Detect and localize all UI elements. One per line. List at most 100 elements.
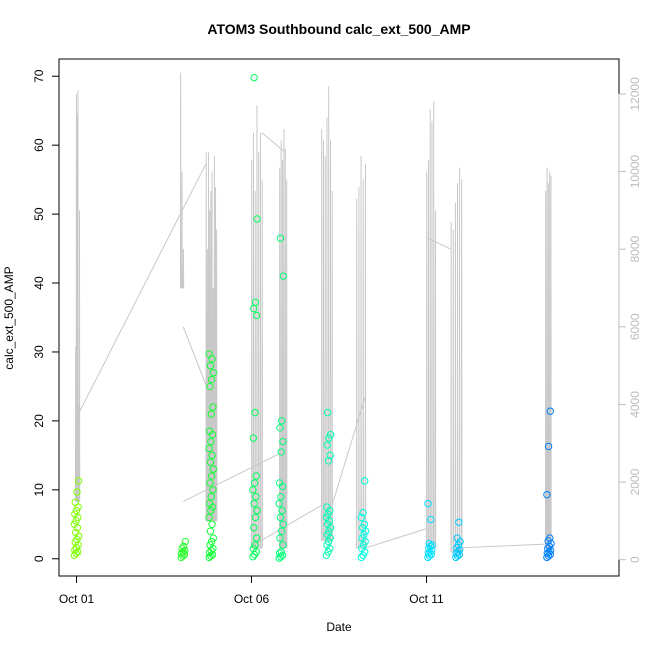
data-point-112 xyxy=(325,527,333,535)
data-point-85 xyxy=(277,553,285,561)
data-point-169 xyxy=(544,544,552,553)
y2-tick-label-1: 2000 xyxy=(628,468,642,495)
data-point-24 xyxy=(179,548,187,556)
y-tick-label-0: 0 xyxy=(32,555,46,562)
data-point-123 xyxy=(325,434,333,442)
data-point-19 xyxy=(74,477,83,485)
line-spike-group-5 xyxy=(321,86,333,541)
line-connector-2 xyxy=(183,450,285,502)
data-point-161 xyxy=(453,534,461,542)
data-point-59 xyxy=(209,368,218,377)
data-point-117 xyxy=(324,510,332,518)
data-point-73 xyxy=(252,493,260,501)
data-point-101 xyxy=(276,424,284,432)
data-point-156 xyxy=(454,548,462,556)
data-point-45 xyxy=(209,486,217,494)
line-spike-group-1 xyxy=(179,72,185,289)
data-point-167 xyxy=(545,548,553,556)
data-point-176 xyxy=(546,407,554,415)
data-point-136 xyxy=(360,520,369,528)
data-point-74 xyxy=(249,486,257,494)
data-point-130 xyxy=(359,541,368,549)
data-point-100 xyxy=(279,437,287,446)
data-point-35 xyxy=(206,541,214,549)
data-point-26 xyxy=(178,544,186,553)
y-tick-label-4: 40 xyxy=(32,276,46,290)
y2-tick-label-2: 4000 xyxy=(628,391,642,418)
data-point-125 xyxy=(323,408,332,417)
data-point-81 xyxy=(251,298,260,307)
data-point-54 xyxy=(205,427,214,435)
data-point-151 xyxy=(424,499,432,508)
line-connector-0 xyxy=(78,163,207,413)
data-point-14 xyxy=(71,510,79,518)
x-tick-label-0: Oct 01 xyxy=(59,592,95,606)
line-spike-group-7 xyxy=(426,101,437,549)
data-point-174 xyxy=(543,490,551,499)
data-point-133 xyxy=(360,530,368,539)
line-spike-group-3 xyxy=(251,105,263,549)
data-point-126 xyxy=(357,553,366,562)
data-point-33 xyxy=(207,546,215,555)
data-point-79 xyxy=(252,311,261,320)
y2-tick-label-6: 12000 xyxy=(628,77,642,111)
data-point-12 xyxy=(72,517,80,525)
data-point-7 xyxy=(73,535,81,544)
y-tick-label-6: 60 xyxy=(32,138,46,152)
line-spike-group-6 xyxy=(356,156,367,549)
y2-tick-label-0: 0 xyxy=(628,556,642,563)
data-point-72 xyxy=(250,499,258,508)
data-point-75 xyxy=(250,479,259,487)
data-point-127 xyxy=(359,551,367,560)
data-point-77 xyxy=(249,434,258,442)
data-point-103 xyxy=(279,272,288,280)
y-axis-left: 0 10 20 30 40 50 60 70 xyxy=(32,69,60,562)
data-point-48 xyxy=(209,465,218,473)
data-point-102 xyxy=(277,417,286,425)
data-point-68 xyxy=(252,534,261,542)
y2-tick-label-3: 6000 xyxy=(628,313,642,340)
data-point-122 xyxy=(323,441,331,449)
data-point-49 xyxy=(206,458,215,466)
data-point-55 xyxy=(207,410,215,418)
data-point-92 xyxy=(279,520,288,528)
data-point-11 xyxy=(70,520,79,528)
x-tick-label-2: Oct 11 xyxy=(409,592,444,606)
data-point-27 xyxy=(179,542,188,551)
data-point-43 xyxy=(205,499,214,508)
data-point-114 xyxy=(323,520,332,528)
data-point-94 xyxy=(278,506,286,515)
y-tick-label-3: 30 xyxy=(32,345,46,359)
data-point-40 xyxy=(205,513,213,522)
data-point-18 xyxy=(73,488,81,496)
data-point-135 xyxy=(358,524,367,532)
data-point-132 xyxy=(358,534,366,542)
data-point-66 xyxy=(249,544,258,553)
data-point-46 xyxy=(206,479,214,487)
data-point-41 xyxy=(207,506,215,515)
data-point-88 xyxy=(277,548,285,556)
data-point-52 xyxy=(207,437,215,446)
data-point-159 xyxy=(454,541,463,549)
chart-title: ATOM3 Southbound calc_ext_500_AMP xyxy=(207,21,470,37)
line-connector-3 xyxy=(261,132,286,153)
line-connector-1 xyxy=(182,326,207,386)
line-connector-7 xyxy=(426,237,452,250)
data-point-106 xyxy=(324,548,332,556)
line-connector-5 xyxy=(331,396,366,506)
points-series-layer xyxy=(70,73,555,562)
data-point-129 xyxy=(358,544,366,553)
data-point-139 xyxy=(361,477,369,485)
x-axis-label: Date xyxy=(326,620,352,634)
y-tick-label-1: 10 xyxy=(32,483,46,497)
data-point-39 xyxy=(208,520,216,528)
data-point-69 xyxy=(250,524,258,532)
data-point-58 xyxy=(207,375,216,384)
data-point-15 xyxy=(72,506,81,515)
data-point-162 xyxy=(455,518,463,526)
plot-frame xyxy=(58,58,620,577)
data-point-109 xyxy=(324,537,333,546)
data-point-150 xyxy=(427,515,435,524)
data-point-1 xyxy=(72,549,80,557)
line-connector-6 xyxy=(365,528,427,549)
